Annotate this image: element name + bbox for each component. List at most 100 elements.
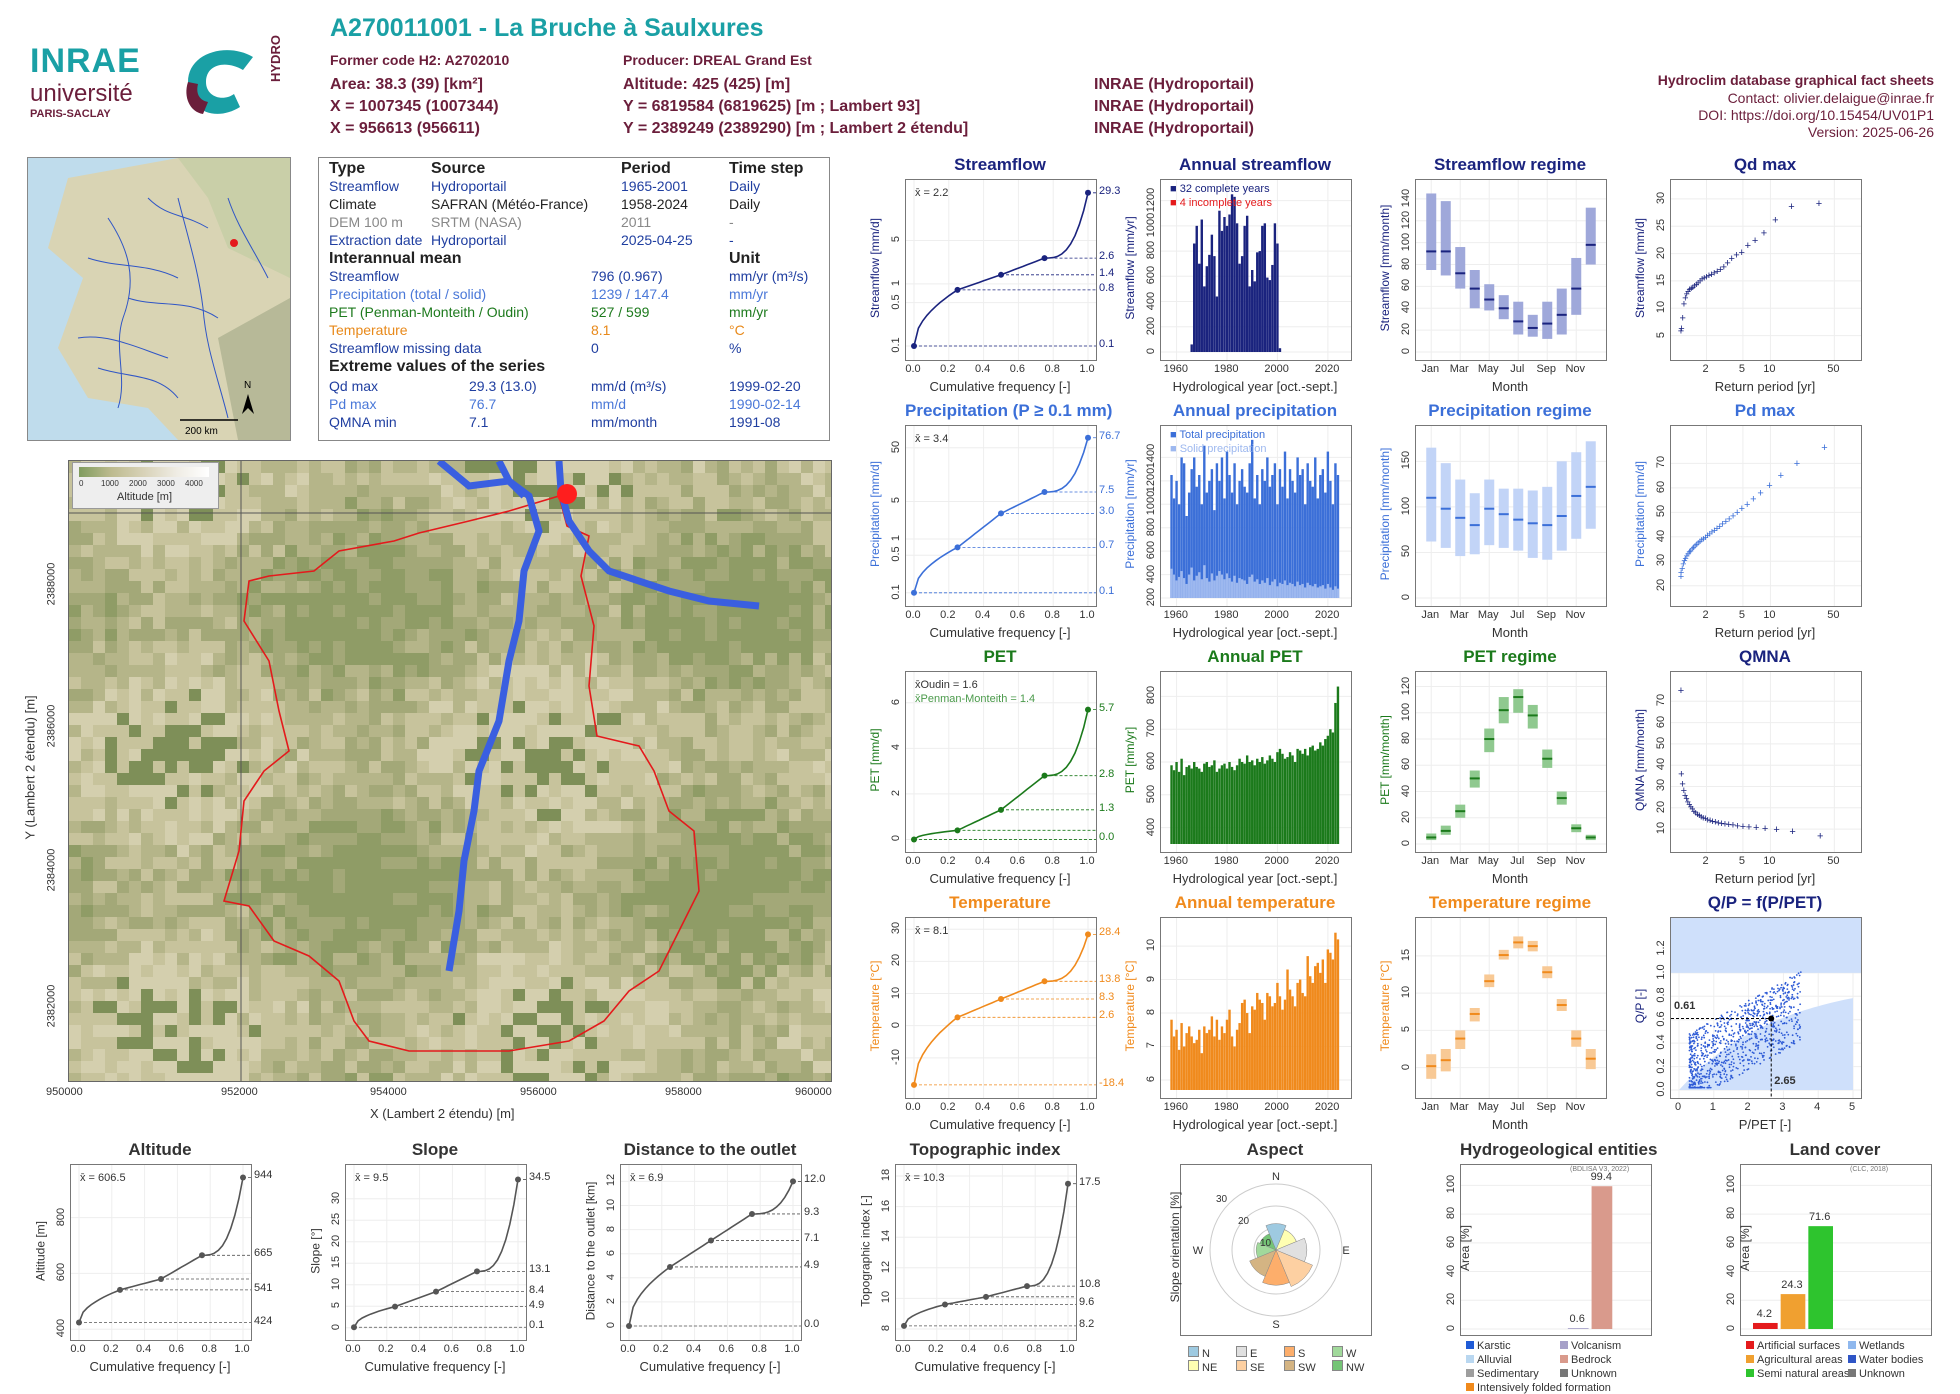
dem-cell: [717, 881, 729, 893]
cell: Streamflow: [329, 268, 399, 284]
dem-cell: [477, 1061, 489, 1073]
dem-cell: [465, 665, 477, 677]
dem-cell: [489, 797, 501, 809]
dem-cell: [501, 1061, 513, 1073]
dem-cell: [321, 545, 333, 557]
dem-cell: [537, 653, 549, 665]
dem-cell: [585, 461, 597, 473]
dem-cell: [297, 725, 309, 737]
dem-cell: [357, 773, 369, 785]
annual-temp-bar: [1337, 939, 1339, 1090]
dem-cell: [393, 557, 405, 569]
dem-cell: [405, 545, 417, 557]
dem-cell: [597, 461, 609, 473]
dem-cell: [525, 881, 537, 893]
dem-cell: [309, 701, 321, 713]
dem-cell: [405, 737, 417, 749]
dem-cell: [813, 533, 825, 545]
dem-cell: [573, 785, 585, 797]
dem-cell: [597, 1001, 609, 1013]
dem-cell: [657, 929, 669, 941]
dem-cell: [261, 857, 273, 869]
qmna-point: +: [1773, 824, 1779, 836]
dem-cell: [801, 521, 813, 533]
dem-cell: [105, 773, 117, 785]
qd-max-ytick-label: 15: [1655, 267, 1667, 293]
dem-cell: [549, 629, 561, 641]
annual-precip-solid-bar: [1291, 584, 1293, 598]
dem-cell: [813, 1001, 825, 1013]
doi-link[interactable]: DOI: https://doi.org/10.15454/UV01P1: [1698, 107, 1934, 123]
dem-cell: [369, 857, 381, 869]
dem-cell: [417, 1037, 429, 1049]
dem-cell: [801, 785, 813, 797]
annual-streamflow-bar: [1231, 194, 1233, 352]
dem-cell: [405, 557, 417, 569]
dem-cell: [285, 785, 297, 797]
dem-cell: [825, 761, 832, 773]
dem-cell: [381, 761, 393, 773]
dem-cell: [705, 665, 717, 677]
annual-precip-bar: [1322, 469, 1324, 598]
qp-point: [1745, 1022, 1747, 1024]
dem-cell: [369, 557, 381, 569]
dem-cell: [465, 917, 477, 929]
qp-point: [1726, 1054, 1728, 1056]
dem-cell: [81, 905, 93, 917]
dem-cell: [465, 581, 477, 593]
dem-cell: [321, 1073, 333, 1082]
dem-cell: [381, 641, 393, 653]
dem-cell: [177, 821, 189, 833]
dem-cell: [405, 581, 417, 593]
dem-cell: [81, 701, 93, 713]
dem-cell: [441, 545, 453, 557]
dem-cell: [573, 941, 585, 953]
dem-cell: [333, 761, 345, 773]
dem-cell: [69, 929, 81, 941]
dem-cell: [333, 1025, 345, 1037]
dem-cell: [129, 833, 141, 845]
dem-cell: [225, 593, 237, 605]
dem-cell: [369, 749, 381, 761]
dem-cell: [573, 929, 585, 941]
dem-cell: [609, 809, 621, 821]
dem-cell: [261, 485, 273, 497]
qp-point: [1751, 1002, 1753, 1004]
dem-cell: [69, 1013, 81, 1025]
qp-point: [1799, 1027, 1801, 1029]
dem-cell: [93, 701, 105, 713]
dem-cell: [273, 989, 285, 1001]
dem-cell: [165, 881, 177, 893]
dem-cell: [201, 797, 213, 809]
dem-cell: [717, 929, 729, 941]
dem-cell: [657, 701, 669, 713]
dem-cell: [489, 773, 501, 785]
dem-cell: [237, 833, 249, 845]
dem-cell: [549, 953, 561, 965]
annual-streamflow-bar: [1251, 270, 1253, 352]
dem-cell: [309, 737, 321, 749]
dem-cell: [453, 713, 465, 725]
dem-cell: [777, 737, 789, 749]
dem-cell: [825, 641, 832, 653]
qmna-title: QMNA: [1670, 647, 1860, 667]
dem-cell: [741, 653, 753, 665]
dem-cell: [165, 689, 177, 701]
dem-cell: [201, 629, 213, 641]
dem-cell: [741, 509, 753, 521]
dem-cell: [153, 989, 165, 1001]
annual-temp-ytick-label: 8: [1145, 999, 1157, 1025]
dem-cell: [705, 653, 717, 665]
dem-cell: [609, 881, 621, 893]
dem-cell: [405, 725, 417, 737]
dem-cell: [429, 809, 441, 821]
dem-cell: [477, 497, 489, 509]
dem-cell: [357, 1061, 369, 1073]
dem-cell: [189, 833, 201, 845]
pet-regime-plot-area: [1415, 671, 1607, 853]
dem-cell: [357, 893, 369, 905]
dem-cell: [249, 1049, 261, 1061]
dem-cell: [177, 725, 189, 737]
annual-temp-bar: [1314, 966, 1316, 1090]
dem-cell: [273, 617, 285, 629]
